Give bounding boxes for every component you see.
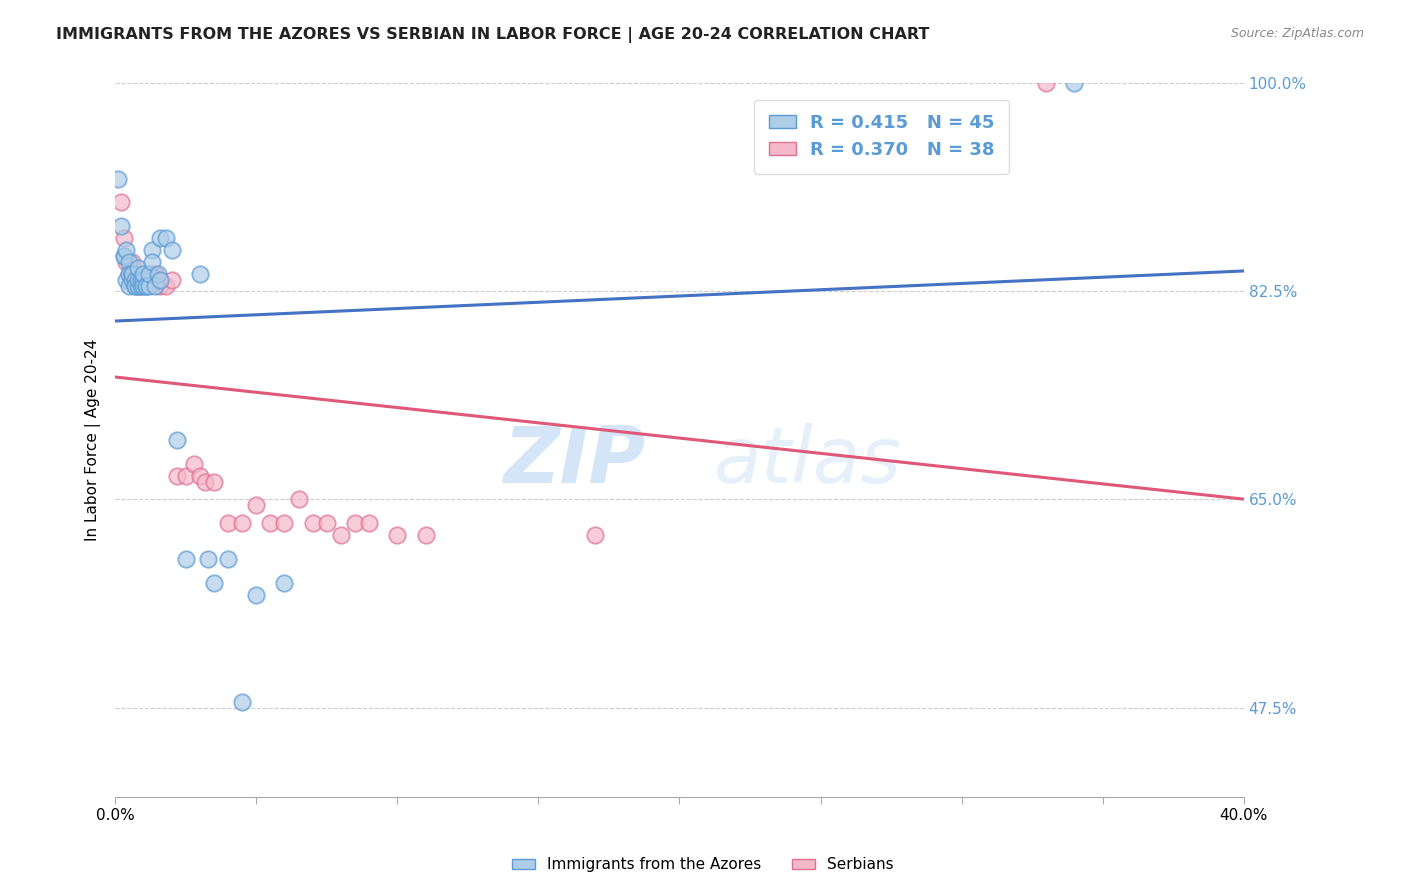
- Point: [112, 249, 135, 263]
- Point: [583, 528, 606, 542]
- Point: [138, 267, 160, 281]
- Point: [115, 254, 138, 268]
- Point: [138, 272, 160, 286]
- Point: [121, 272, 143, 286]
- Point: [188, 468, 211, 483]
- Text: Source: ZipAtlas.com: Source: ZipAtlas.com: [1230, 27, 1364, 40]
- Point: [143, 267, 166, 281]
- Point: [315, 516, 337, 531]
- Point: [231, 695, 253, 709]
- Point: [359, 516, 381, 531]
- Point: [146, 272, 169, 286]
- Text: IMMIGRANTS FROM THE AZORES VS SERBIAN IN LABOR FORCE | AGE 20-24 CORRELATION CHA: IMMIGRANTS FROM THE AZORES VS SERBIAN IN…: [56, 27, 929, 43]
- Point: [301, 516, 323, 531]
- Point: [202, 475, 225, 489]
- Point: [110, 195, 132, 210]
- Point: [135, 278, 157, 293]
- Point: [166, 468, 188, 483]
- Point: [132, 272, 155, 286]
- Point: [115, 243, 138, 257]
- Point: [343, 516, 366, 531]
- Point: [118, 278, 141, 293]
- Point: [174, 552, 197, 566]
- Point: [160, 272, 183, 286]
- Text: atlas: atlas: [713, 424, 901, 500]
- Point: [124, 278, 146, 293]
- Text: ZIP: ZIP: [503, 424, 645, 500]
- Point: [129, 278, 152, 293]
- Point: [127, 278, 149, 293]
- Point: [127, 272, 149, 286]
- Point: [160, 243, 183, 257]
- Point: [121, 267, 143, 281]
- Legend: R = 0.415   N = 45, R = 0.370   N = 38: R = 0.415 N = 45, R = 0.370 N = 38: [754, 100, 1010, 174]
- Point: [174, 468, 197, 483]
- Point: [132, 272, 155, 286]
- Point: [129, 272, 152, 286]
- Y-axis label: In Labor Force | Age 20-24: In Labor Force | Age 20-24: [86, 339, 101, 541]
- Point: [115, 272, 138, 286]
- Point: [112, 231, 135, 245]
- Point: [197, 552, 219, 566]
- Point: [118, 254, 141, 268]
- Point: [110, 219, 132, 233]
- Point: [149, 278, 172, 293]
- Point: [138, 278, 160, 293]
- Point: [1035, 77, 1057, 91]
- Point: [194, 475, 217, 489]
- Point: [329, 528, 352, 542]
- Point: [124, 278, 146, 293]
- Point: [129, 278, 152, 293]
- Point: [245, 588, 267, 602]
- Point: [141, 243, 163, 257]
- Point: [143, 278, 166, 293]
- Point: [231, 516, 253, 531]
- Point: [135, 278, 157, 293]
- Point: [149, 272, 172, 286]
- Point: [132, 267, 155, 281]
- Point: [124, 267, 146, 281]
- Point: [146, 267, 169, 281]
- Point: [112, 249, 135, 263]
- Point: [135, 272, 157, 286]
- Point: [132, 278, 155, 293]
- Point: [202, 575, 225, 590]
- Point: [259, 516, 281, 531]
- Point: [183, 457, 205, 471]
- Point: [387, 528, 409, 542]
- Point: [273, 516, 295, 531]
- Point: [217, 552, 239, 566]
- Point: [155, 278, 177, 293]
- Point: [127, 260, 149, 275]
- Point: [121, 267, 143, 281]
- Point: [245, 499, 267, 513]
- Point: [121, 254, 143, 268]
- Point: [287, 492, 309, 507]
- Point: [149, 231, 172, 245]
- Point: [217, 516, 239, 531]
- Point: [107, 171, 129, 186]
- Point: [141, 267, 163, 281]
- Point: [127, 278, 149, 293]
- Point: [124, 272, 146, 286]
- Point: [118, 267, 141, 281]
- Point: [273, 575, 295, 590]
- Legend: Immigrants from the Azores, Serbians: Immigrants from the Azores, Serbians: [505, 849, 901, 880]
- Point: [188, 267, 211, 281]
- Point: [166, 433, 188, 447]
- Point: [141, 254, 163, 268]
- Point: [415, 528, 437, 542]
- Point: [155, 231, 177, 245]
- Point: [1063, 77, 1085, 91]
- Point: [118, 267, 141, 281]
